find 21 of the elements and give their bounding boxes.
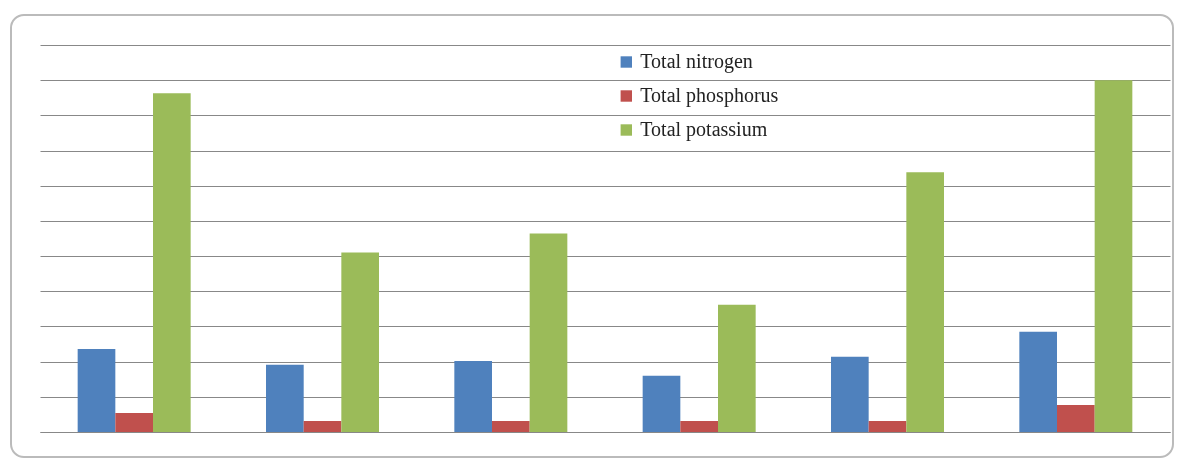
legend-label: Total nitrogen [640,50,753,73]
bar [718,304,756,432]
legend-label: Total potassium [640,118,768,141]
bar [1057,404,1095,432]
bar [529,233,568,432]
legend-label: Total phosphorus [640,84,779,107]
bar [906,172,944,432]
bar [492,421,530,432]
bar [153,93,191,432]
bar [1019,331,1057,432]
bar [1094,80,1133,432]
bar [868,421,907,432]
bar [303,421,342,432]
bar [266,364,304,432]
bar [642,375,681,432]
bar [454,360,492,432]
bar [77,348,116,432]
bar [680,421,718,432]
bar [115,413,153,432]
bar [831,356,869,432]
bar [341,252,379,432]
